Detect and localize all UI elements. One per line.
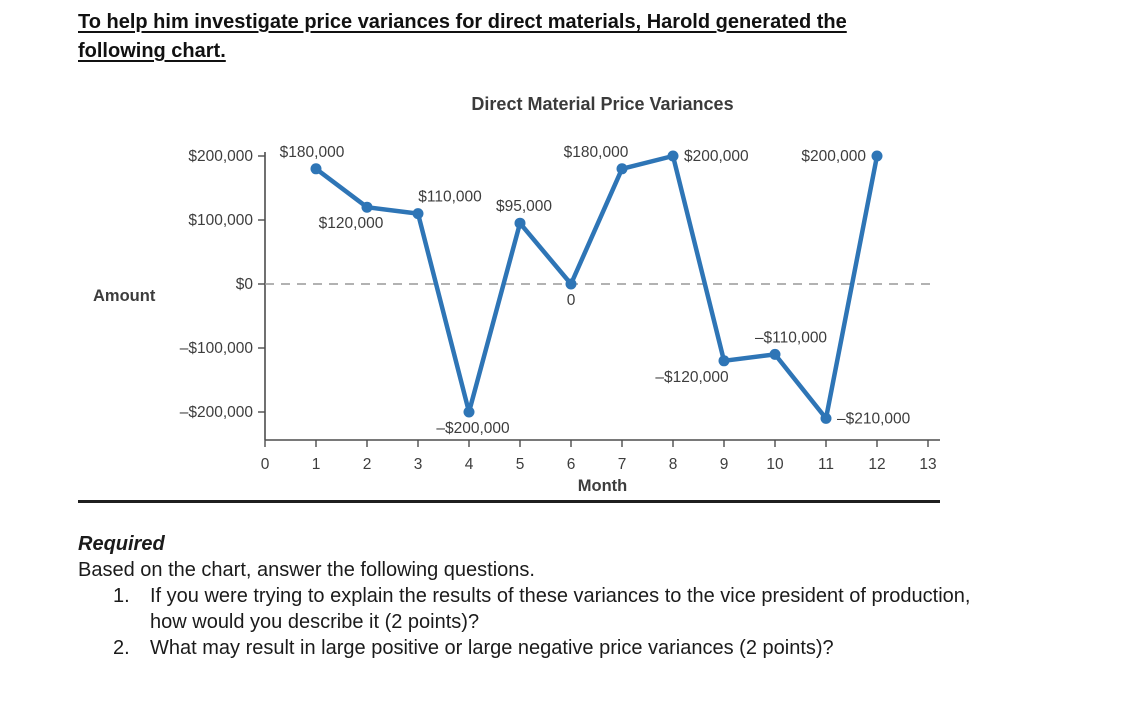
- question-2-number: 2.: [113, 637, 130, 659]
- data-point: [616, 163, 628, 175]
- y-axis-label: Amount: [93, 287, 156, 305]
- x-tick-label: 13: [919, 456, 936, 473]
- question-1-number: 1.: [113, 585, 130, 607]
- x-tick-label: 11: [818, 456, 834, 473]
- data-point-label: –$200,000: [436, 420, 510, 437]
- required-intro: Based on the chart, answer the following…: [78, 559, 535, 581]
- data-point-label: $180,000: [280, 144, 345, 161]
- x-axis-label: Month: [577, 477, 628, 495]
- required-heading: Required: [78, 533, 165, 555]
- x-tick-label: 0: [261, 456, 270, 473]
- y-tick-label: $100,000: [188, 212, 253, 229]
- data-point: [769, 348, 781, 360]
- series-line: [313, 153, 880, 421]
- chart-title: Direct Material Price Variances: [471, 94, 734, 114]
- x-tick-label: 5: [516, 456, 525, 473]
- instruction-line-2: following chart.: [78, 40, 226, 62]
- data-point: [820, 412, 832, 424]
- data-point-label: –$120,000: [655, 369, 729, 386]
- x-tick-label: 8: [669, 456, 678, 473]
- data-point: [565, 278, 577, 290]
- x-tick-label: 2: [363, 456, 372, 473]
- y-tick-label: $200,000: [188, 148, 253, 165]
- data-point-label: 0: [567, 292, 576, 309]
- x-tick-label: 1: [312, 456, 321, 473]
- y-tick-label: –$100,000: [180, 340, 254, 357]
- data-point: [463, 406, 475, 418]
- data-point-label: –$210,000: [837, 410, 911, 427]
- data-point-label: –$110,000: [755, 329, 827, 346]
- x-tick-label: 12: [868, 456, 885, 473]
- data-point-label: $110,000: [418, 189, 482, 206]
- question-item-2: 2. What may result in large positive or …: [78, 635, 983, 661]
- x-tick-label: 7: [618, 456, 627, 473]
- question-2-text: What may result in large positive or lar…: [150, 637, 834, 659]
- data-point: [361, 201, 373, 213]
- data-point-label: $180,000: [564, 144, 629, 161]
- data-point: [667, 150, 679, 162]
- data-point: [412, 208, 424, 220]
- data-point-label: $95,000: [496, 198, 552, 215]
- y-tick-label: –$200,000: [180, 404, 254, 421]
- x-tick-label: 3: [414, 456, 423, 473]
- data-point-label: $200,000: [801, 148, 866, 165]
- required-section: Required Based on the chart, answer the …: [78, 531, 983, 661]
- data-point: [718, 355, 730, 367]
- data-point: [871, 150, 883, 162]
- data-point: [310, 163, 322, 175]
- data-point-label: $200,000: [684, 148, 749, 165]
- x-tick-label: 10: [766, 456, 784, 473]
- x-tick-label: 4: [465, 456, 474, 473]
- x-tick-label: 9: [720, 456, 729, 473]
- question-item-1: 1. If you were trying to explain the res…: [78, 583, 983, 635]
- instruction-line-1: To help him investigate price variances …: [78, 11, 847, 33]
- x-tick-label: 6: [567, 456, 576, 473]
- data-point: [514, 217, 526, 229]
- section-divider: [78, 500, 940, 503]
- instruction-text: To help him investigate price variances …: [78, 8, 1008, 66]
- question-1-text: If you were trying to explain the result…: [150, 585, 971, 633]
- data-point-label: $120,000: [319, 215, 384, 232]
- y-tick-label: $0: [236, 276, 254, 293]
